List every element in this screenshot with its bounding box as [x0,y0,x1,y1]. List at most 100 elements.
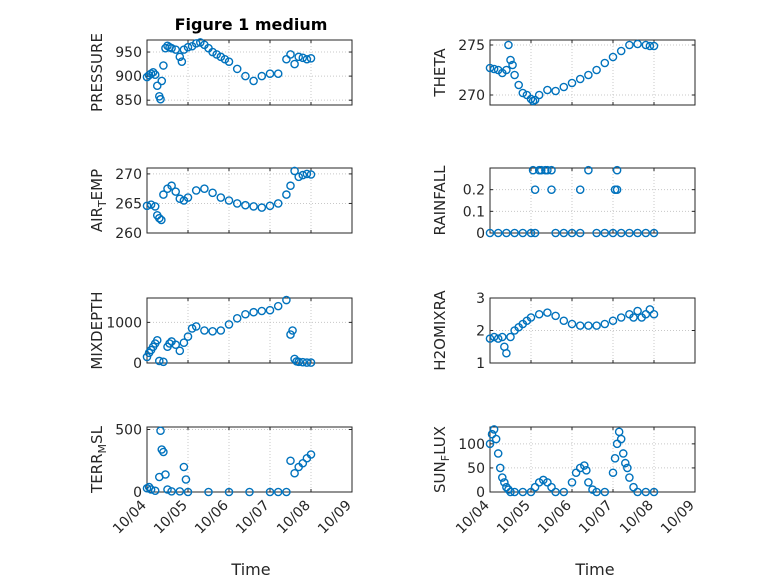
data-point [608,468,618,478]
data-point [302,169,312,179]
data-point [623,463,632,473]
y-tick-label: 950 [115,45,142,61]
data-point [536,165,546,175]
data-point [618,449,628,458]
data-point [518,88,528,98]
data-point [559,82,569,92]
data-point [584,165,593,175]
figure-title: Figure 1 medium [175,15,328,34]
data-point [489,425,499,434]
data-point [518,487,528,497]
data-point [232,199,242,208]
data-point [530,95,540,105]
data-point [485,439,495,449]
data-point [510,487,519,497]
y-tick-label: 1000 [106,315,142,331]
data-point [612,185,622,194]
x-tick-label: 10/07 [576,498,616,538]
y-tick-label: 270 [458,88,485,104]
data-point [592,228,601,238]
data-point [600,58,610,68]
data-point [273,301,283,311]
y-tick-label: 2 [476,324,485,340]
data-point [241,71,250,81]
data-point [146,69,156,79]
data-point [150,202,160,211]
y-axis-label: PRESSURE [88,33,106,112]
data-point [575,228,585,238]
data-point [649,41,659,51]
data-point [497,332,507,342]
data-point [530,482,540,492]
data-point [510,228,519,238]
x-tick-label: 10/06 [192,497,232,537]
x-tick-label: 10/09 [315,498,355,538]
data-point [157,215,166,225]
axes-frame [146,167,353,234]
data-point [641,228,651,238]
data-point [298,458,308,468]
data-point [156,426,165,436]
data-point [600,319,610,329]
data-point [491,434,501,444]
data-point [241,309,250,319]
y-axis-label: TERRMSL [88,425,109,494]
data-point [518,228,528,238]
data-point [208,327,217,336]
data-point [485,63,495,73]
y-tick-label: 1 [476,356,485,372]
data-point [649,309,659,319]
data-point [633,487,642,497]
y-tick-label: 50 [467,461,485,477]
data-point [216,326,226,335]
data-point [625,228,634,238]
x-tick-label: 10/09 [658,498,698,538]
data-point [159,447,168,457]
data-point [633,39,642,49]
data-point [502,65,511,75]
data-point [294,172,304,182]
data-point [526,94,536,104]
data-point [298,357,308,367]
data-point [633,306,642,316]
data-point [306,53,316,63]
data-point [288,326,297,335]
data-point [175,487,185,496]
data-point [506,55,515,65]
data-point [183,332,193,341]
axes-frame [146,39,353,106]
data-point [493,228,503,238]
data-point [612,165,622,175]
data-point [142,352,152,362]
data-point [502,228,511,238]
data-point [157,76,167,86]
data-point [179,462,189,472]
data-point [506,332,515,342]
data-point [175,194,185,204]
y-tick-label: 3 [476,291,485,307]
y-tick-label: 270 [115,167,142,183]
data-point [298,53,308,63]
data-point [302,358,312,367]
data-point [224,57,234,66]
y-tick-label: 260 [115,226,142,242]
data-point [165,339,174,348]
axes-frame [489,167,696,234]
data-point [224,487,234,497]
data-point [510,70,519,80]
data-point [286,181,295,191]
y-axis-label: H2OMIXRA [431,290,449,371]
data-point [493,334,503,343]
data-point [629,313,638,322]
data-point [150,486,160,496]
data-point [175,346,185,356]
data-point [559,316,569,326]
data-point [584,321,593,330]
x-tick-label: 10/04 [453,497,493,537]
data-point [156,94,165,104]
data-point [559,228,569,238]
data-point [493,449,503,458]
x-tick-label: 10/07 [233,498,273,538]
data-point [306,170,316,179]
data-point [580,461,589,470]
